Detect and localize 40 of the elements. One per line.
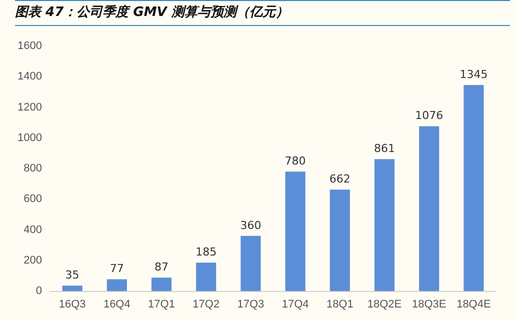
x-tick-label: 16Q3: [58, 298, 86, 310]
data-label: 185: [196, 246, 217, 259]
bar: [285, 172, 306, 291]
x-tick-label: 17Q4: [282, 298, 309, 310]
data-label: 861: [374, 142, 395, 156]
bar: [196, 262, 216, 291]
x-tick-label: 17Q1: [148, 298, 175, 310]
y-tick-label: 1400: [18, 70, 42, 83]
y-tick-label: 1200: [18, 101, 42, 114]
y-tick-label: 1600: [18, 40, 42, 52]
x-tick-label: 18Q3E: [412, 298, 446, 310]
y-tick-label: 400: [24, 224, 42, 236]
x-tick-label: 17Q2: [192, 298, 220, 310]
data-label: 360: [240, 218, 262, 232]
x-tick-label: 18Q1: [326, 298, 354, 310]
data-label: 662: [329, 172, 350, 186]
bar: [151, 278, 172, 291]
y-tick-label: 800: [24, 162, 42, 174]
x-tick-label: 17Q3: [237, 298, 264, 310]
bar: [330, 190, 350, 291]
x-tick-label: 18Q2E: [367, 298, 402, 310]
data-label: 1345: [460, 68, 488, 82]
bar: [240, 236, 261, 291]
x-tick-label: 18Q4E: [456, 298, 491, 310]
y-tick-label: 0: [36, 285, 42, 297]
chart-title: 图表 47：公司季度 GMV 测算与预测（亿元）: [15, 0, 510, 26]
bar: [419, 126, 440, 291]
y-tick-label: 600: [24, 193, 42, 206]
y-tick-label: 1000: [18, 132, 42, 144]
data-label: 780: [284, 154, 306, 168]
data-label: 35: [65, 268, 80, 282]
y-tick-label: 200: [24, 254, 42, 266]
data-label: 77: [110, 262, 124, 276]
bar: [62, 286, 82, 291]
data-label: 1076: [415, 109, 444, 122]
bar: [464, 85, 484, 291]
data-label: 87: [154, 260, 168, 274]
bar: [106, 279, 127, 291]
bar: [374, 159, 395, 291]
x-tick-label: 16Q4: [103, 298, 130, 310]
